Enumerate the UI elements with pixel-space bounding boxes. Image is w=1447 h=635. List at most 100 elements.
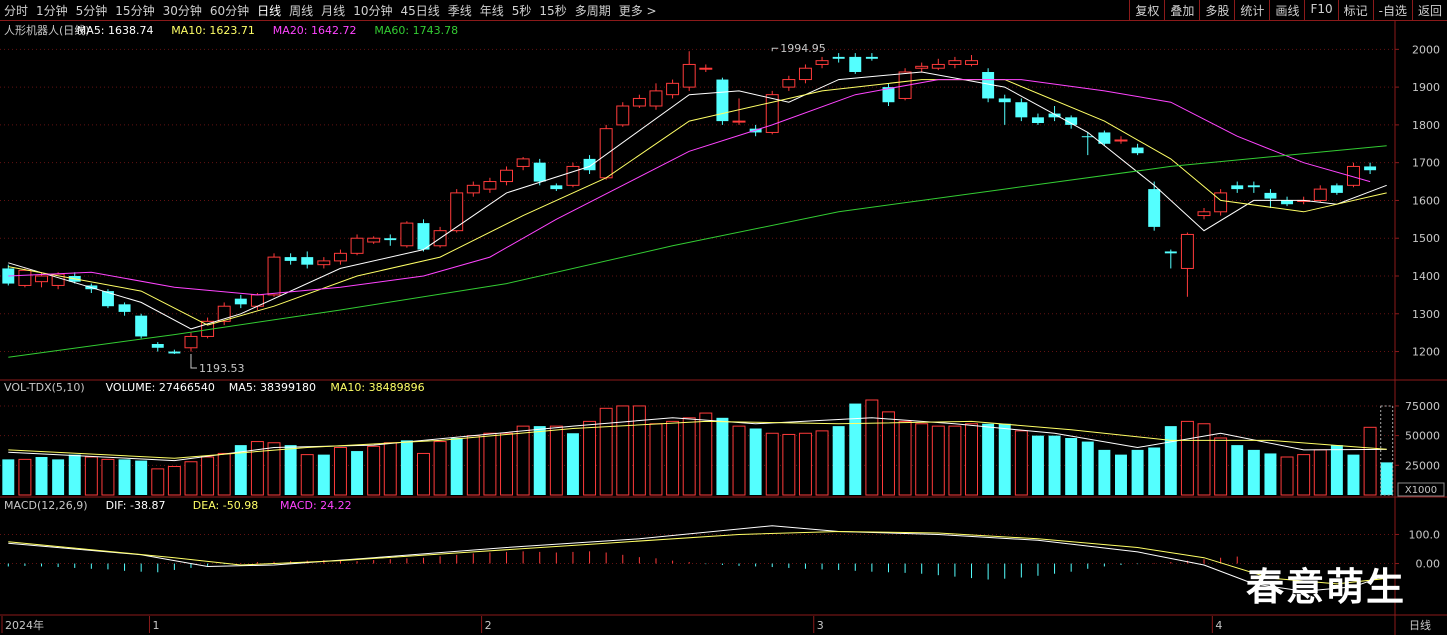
volume-bar-1 [18, 458, 32, 496]
volume-bar-60 [998, 423, 1011, 495]
tool-button-6[interactable]: 标记 [1337, 0, 1373, 20]
candle-body-17 [284, 257, 297, 261]
volume-bar-11 [184, 461, 198, 496]
volume-bar-75 [1247, 449, 1260, 495]
candle-body-67 [1114, 139, 1128, 142]
volume-bar-19 [317, 454, 330, 495]
candle-body-44 [732, 120, 746, 123]
volume-bar-65 [1081, 441, 1094, 495]
period-tab-12[interactable]: 年线 [479, 4, 504, 18]
candle-body-60 [998, 98, 1011, 103]
period-tab-1[interactable]: 1分钟 [36, 4, 68, 18]
volume-bar-22 [367, 445, 381, 496]
volume-bar-43 [716, 417, 729, 495]
tool-button-5[interactable]: F10 [1304, 0, 1337, 20]
candle-body-32 [533, 162, 546, 182]
volume-bar-24 [400, 440, 413, 495]
macd-legend-3: MACD: 24.22 [280, 499, 352, 512]
period-tab-3[interactable]: 15分钟 [115, 4, 155, 18]
tool-button-0[interactable]: 复权 [1129, 0, 1164, 20]
price-annotation-1: 1193.53 [199, 362, 245, 375]
candle-body-82 [1364, 166, 1377, 171]
volume-bar-30 [500, 432, 513, 496]
candle-body-81 [1347, 165, 1360, 186]
candle-body-46 [765, 94, 779, 133]
tool-button-1[interactable]: 叠加 [1164, 0, 1199, 20]
tool-button-8[interactable]: 返回 [1411, 0, 1447, 20]
watermark-text: 春意萌生 [1246, 565, 1407, 609]
volume-bar-25 [417, 452, 430, 496]
volume-bar-63 [1048, 435, 1061, 495]
period-tab-13[interactable]: 5秒 [511, 4, 532, 18]
volume-bar-80 [1330, 445, 1343, 495]
volume-bar-40 [666, 420, 680, 496]
vol-tick-label-0: 25000 [1405, 459, 1440, 472]
volume-bar-13 [217, 452, 231, 496]
period-toolbar: 分时 1分钟 5分钟 15分钟 30分钟 60分钟 日线 周线 月线 10分钟 45日线 季线 年线 5秒… [0, 0, 1447, 21]
volume-bar-44 [732, 425, 746, 496]
volume-bar-18 [300, 454, 314, 496]
volume-bar-20 [333, 447, 347, 496]
volume-bar-71 [1180, 420, 1194, 496]
candle-body-27 [450, 192, 464, 232]
period-tab-6[interactable]: 日线 [257, 4, 282, 18]
volume-bar-48 [798, 432, 812, 496]
period-tab-4[interactable]: 30分钟 [162, 4, 202, 18]
date-label-1: 1 [152, 619, 159, 632]
price-line-ma20 [8, 79, 1371, 296]
volume-bar-29 [483, 432, 497, 496]
period-tab-15[interactable]: 多周期 [574, 4, 611, 18]
period-tab-14[interactable]: 15秒 [539, 4, 567, 18]
vol-line-ma5 [8, 417, 1387, 462]
candle-body-48 [798, 67, 812, 81]
price-annotation-0: 1994.95 [780, 42, 826, 55]
tool-button-3[interactable]: 统计 [1234, 0, 1269, 20]
price-line-ma5 [8, 71, 1387, 330]
date-label-2: 2 [485, 619, 492, 632]
candle-body-14 [234, 298, 247, 305]
candle-body-29 [483, 181, 497, 190]
volume-bar-76 [1264, 453, 1277, 495]
candle-body-72 [1197, 211, 1211, 217]
volume-bar-35 [583, 420, 597, 496]
volume-bar-57 [948, 425, 962, 496]
candle-body-2 [35, 275, 48, 283]
period-tab-8[interactable]: 月线 [321, 4, 346, 18]
period-tab-16[interactable]: 更多 > [618, 4, 657, 18]
vol-unit-box [1397, 482, 1445, 497]
candle-body-69 [1148, 189, 1161, 227]
volume-bar-39 [649, 423, 663, 496]
tool-button-2[interactable]: 多股 [1199, 0, 1234, 20]
period-tab-11[interactable]: 季线 [447, 4, 472, 18]
tool-button-7[interactable]: -自选 [1372, 0, 1412, 20]
volume-bar-33 [549, 425, 563, 496]
tool-button-4[interactable]: 画线 [1269, 0, 1304, 20]
period-tab-5[interactable]: 60分钟 [209, 4, 250, 18]
period-tab-2[interactable]: 5分钟 [75, 4, 108, 18]
candle-body-47 [782, 79, 796, 88]
tool-buttons: 复权 叠加 多股 统计 画线 F10 标记 -自选 返回 [1129, 0, 1447, 20]
candle-body-19 [317, 260, 331, 266]
candle-body-30 [500, 169, 513, 183]
period-tab-9[interactable]: 10分钟 [353, 4, 393, 18]
period-tab-10[interactable]: 45日线 [400, 4, 440, 18]
volume-bar-66 [1098, 449, 1111, 495]
period-tab-7[interactable]: 周线 [289, 4, 314, 18]
volume-bar-82 [1363, 426, 1377, 496]
price-line-ma10 [8, 79, 1387, 326]
candle-body-66 [1098, 132, 1111, 144]
candle-body-36 [599, 128, 613, 179]
price-legend-4: MA60: 1743.78 [374, 24, 458, 37]
candle-body-24 [400, 222, 414, 247]
volume-bar-32 [533, 426, 546, 495]
vol-tick-label-1: 50000 [1405, 430, 1440, 443]
volume-bar-73 [1214, 437, 1228, 496]
candle-body-37 [616, 105, 630, 126]
candle-body-31 [516, 158, 530, 167]
volume-bar-58 [965, 423, 978, 496]
macd-legend-2: DEA: -50.98 [193, 499, 258, 512]
period-tab-0[interactable]: 分时 [4, 4, 29, 18]
candle-body-33 [550, 185, 563, 190]
price-tick-label-6: 1800 [1412, 119, 1440, 132]
candle-body-23 [384, 238, 397, 241]
